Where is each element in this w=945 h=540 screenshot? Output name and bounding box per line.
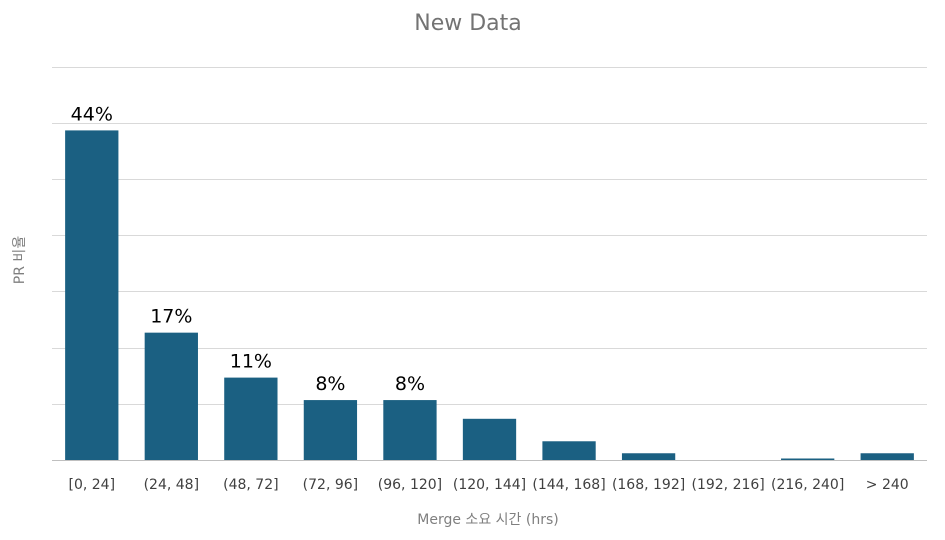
- bar: [462, 418, 517, 460]
- x-tick-label: (192, 216]: [691, 477, 764, 493]
- data-label: 11%: [230, 351, 272, 373]
- bar: [303, 400, 358, 460]
- bar: [383, 400, 437, 460]
- x-tick-label: > 240: [866, 477, 909, 493]
- bar: [860, 453, 914, 460]
- x-tick-labels: [0, 24] (24, 48] (48, 72] (72, 96] (96, 120]…: [68, 477, 908, 493]
- bar: [65, 130, 119, 460]
- data-label: 17%: [150, 306, 192, 328]
- x-tick-label: (24, 48]: [144, 477, 199, 493]
- data-label: 8%: [315, 373, 345, 395]
- bar: [224, 377, 278, 460]
- x-tick-label: (144, 168]: [532, 477, 605, 493]
- chart-title: New Data: [414, 11, 522, 36]
- data-labels: 44% 17% 11% 8% 8%: [71, 103, 425, 395]
- x-tick-label: (216, 240]: [771, 477, 844, 493]
- bar: [621, 453, 676, 460]
- bar: [542, 441, 596, 460]
- data-label: 44%: [71, 103, 113, 125]
- x-tick-label: (120, 144]: [453, 477, 526, 493]
- x-tick-label: (72, 96]: [303, 477, 358, 493]
- x-tick-label: (96, 120]: [378, 477, 442, 493]
- x-tick-label: (168, 192]: [612, 477, 685, 493]
- data-label: 8%: [395, 373, 425, 395]
- bars: [65, 130, 914, 460]
- bar: [781, 458, 835, 460]
- y-axis-title: PR 비율: [12, 236, 28, 285]
- bar: [144, 332, 198, 460]
- x-axis-title: Merge 소요 시간 (hrs): [417, 512, 558, 528]
- x-tick-label: (48, 72]: [223, 477, 278, 493]
- x-tick-label: [0, 24]: [68, 477, 115, 493]
